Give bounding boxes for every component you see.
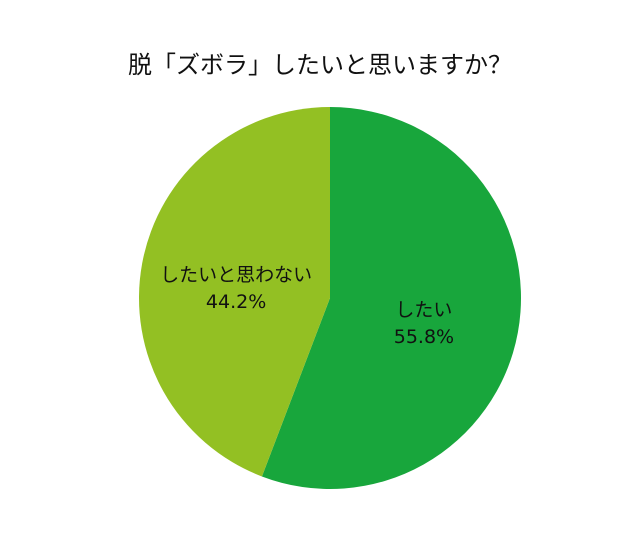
pie-slice bbox=[261, 107, 522, 489]
slice-value-label: 44.2% bbox=[206, 291, 266, 313]
chart-title: 脱「ズボラ」したいと思いますか？ bbox=[128, 51, 512, 79]
pie-slice bbox=[139, 107, 330, 477]
slice-label: したいと思わない bbox=[160, 264, 312, 286]
slice-value-label: 55.8% bbox=[394, 326, 454, 348]
slice-label: したい bbox=[395, 299, 452, 321]
